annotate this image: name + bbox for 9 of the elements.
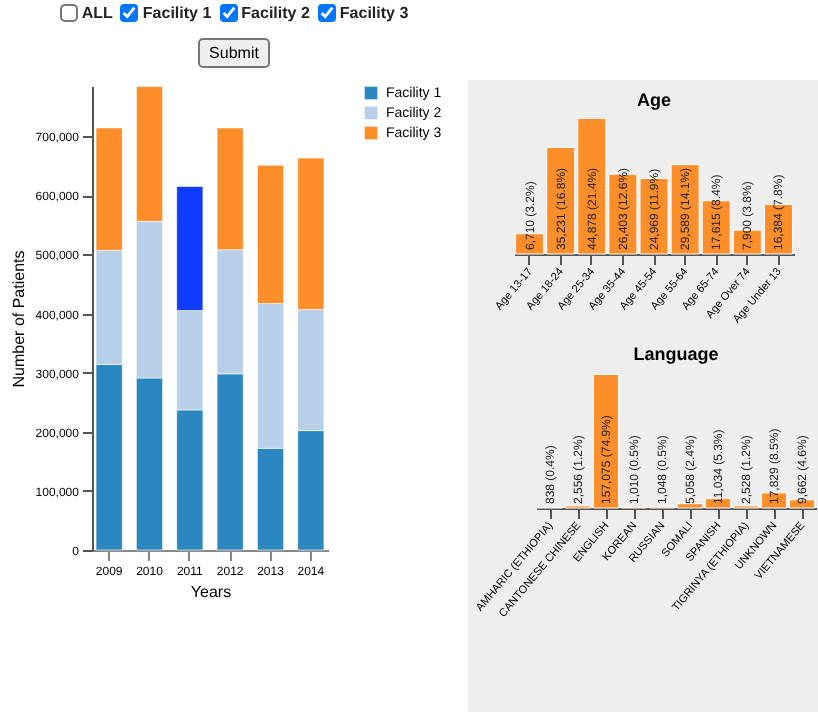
text: Facility 1 bbox=[140, 4, 212, 22]
y-axis-title: Number of Patients bbox=[9, 250, 28, 388]
chart-title: Language bbox=[632, 344, 718, 364]
text: Facility 3 bbox=[337, 4, 409, 22]
x-axis-title: Years bbox=[190, 583, 232, 601]
text: Facility 2 bbox=[239, 4, 310, 22]
text: Submit bbox=[197, 38, 271, 68]
text: ALL bbox=[79, 4, 113, 22]
chart-title: Age bbox=[636, 89, 672, 110]
